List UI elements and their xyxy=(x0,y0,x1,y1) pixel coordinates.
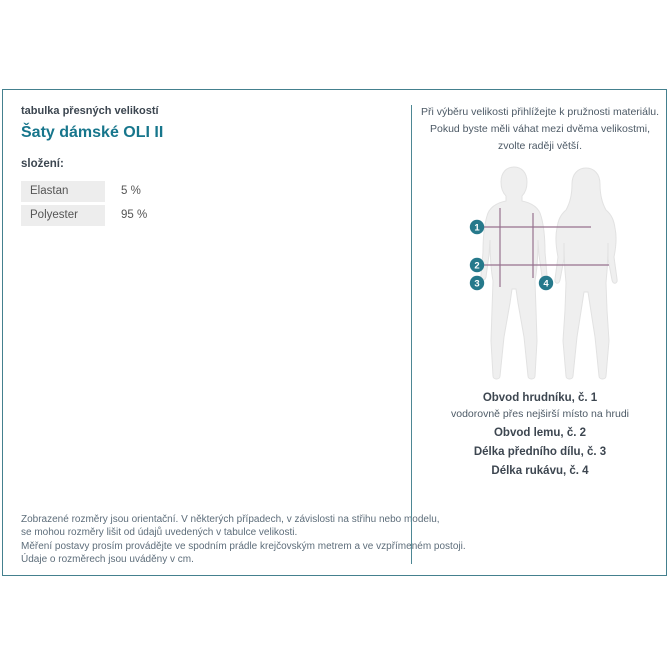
female-silhouette xyxy=(554,167,618,380)
disclaimer-line: Měření postavy prosím provádějte ve spod… xyxy=(21,540,466,552)
measure-label-hem: Obvod lemu, č. 2 xyxy=(493,427,587,439)
badge-number: 2 xyxy=(474,261,479,272)
measure-point-badge-4: 4 xyxy=(538,275,554,291)
measure-point-badge-2: 2 xyxy=(469,257,485,273)
panel-divider xyxy=(411,105,412,564)
measure-point-badge-3: 3 xyxy=(469,275,485,291)
material-name: Polyester xyxy=(21,205,105,226)
measurement-labels: Obvod hrudníku, č. 1 vodorovně přes nejš… xyxy=(412,392,668,481)
size-disclaimer: Zobrazené rozměry jsou orientační. V něk… xyxy=(21,513,466,567)
badge-number: 4 xyxy=(543,279,549,290)
measure-label-chest: Obvod hrudníku, č. 1 xyxy=(482,392,598,404)
disclaimer-line: se mohou rozměry lišit od údajů uvedenýc… xyxy=(21,527,298,539)
material-percent: 5 % xyxy=(121,185,141,197)
badge-circle xyxy=(469,275,485,291)
badge-circle xyxy=(469,219,485,235)
advice-line: zvolte raději větší. xyxy=(497,140,583,152)
disclaimer-line: Zobrazené rozměry jsou orientační. V něk… xyxy=(21,514,440,525)
size-advice-text: Při výběru velikosti přihlížejte k pružn… xyxy=(412,104,668,155)
measurement-guide-panel: Při výběru velikosti přihlížejte k pružn… xyxy=(412,90,668,575)
size-chart-panel: tabulka přesných velikostí Šaty dámské O… xyxy=(2,89,667,576)
material-name: Elastan xyxy=(21,181,105,202)
composition-row: Elastan 5 % xyxy=(21,181,191,202)
badge-number: 1 xyxy=(474,223,480,234)
product-info-panel: tabulka přesných velikostí Šaty dámské O… xyxy=(3,90,466,575)
composition-heading: složení: xyxy=(21,158,64,170)
composition-row: Polyester 95 % xyxy=(21,205,191,226)
measure-label-sleeve-length: Délka rukávu, č. 4 xyxy=(491,465,589,477)
advice-line: Při výběru velikosti přihlížejte k pružn… xyxy=(420,106,660,118)
disclaimer-line: Údaje o rozměrech jsou uváděny v cm. xyxy=(21,554,194,566)
badge-circle xyxy=(469,257,485,273)
product-title: Šaty dámské OLI II xyxy=(21,124,164,141)
body-measurement-diagram: 1 2 3 4 xyxy=(469,166,618,380)
measure-point-badge-1: 1 xyxy=(469,219,485,235)
measure-label-front-length: Délka předního dílu, č. 3 xyxy=(473,446,607,458)
badge-circle xyxy=(538,275,554,291)
measure-label-chest-note: vodorovně přes nejširší místo na hrudi xyxy=(450,408,629,420)
advice-line: Pokud byste měli váhat mezi dvěma veliko… xyxy=(429,123,650,135)
badge-number: 3 xyxy=(474,279,479,290)
table-caption: tabulka přesných velikostí xyxy=(21,105,159,117)
material-percent: 95 % xyxy=(121,209,148,221)
male-silhouette xyxy=(480,166,548,380)
composition-table: Elastan 5 % Polyester 95 % xyxy=(21,181,191,226)
